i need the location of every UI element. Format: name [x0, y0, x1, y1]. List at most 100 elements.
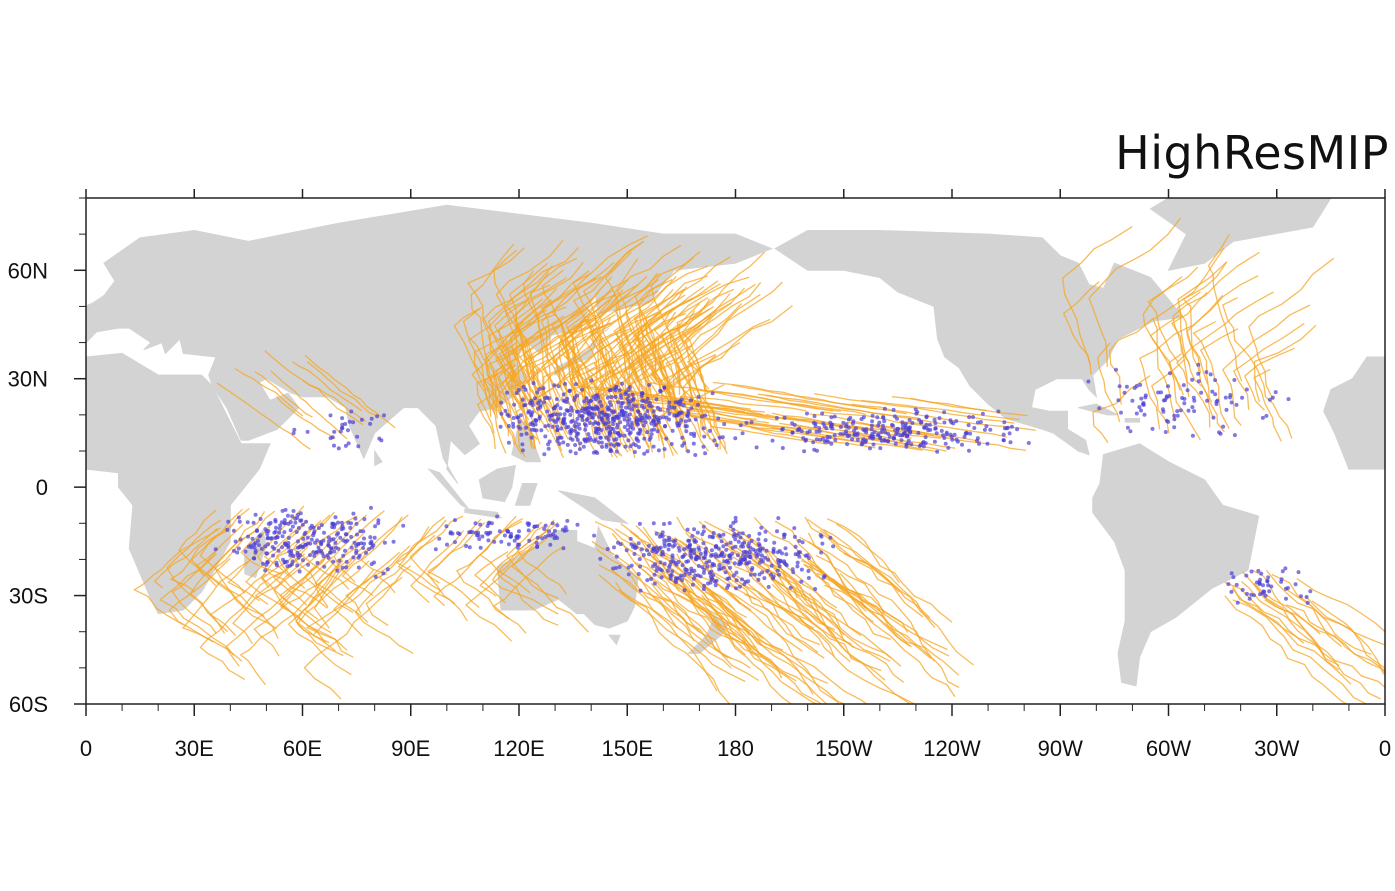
genesis-point [1229, 571, 1234, 576]
genesis-point [351, 555, 356, 560]
genesis-point [642, 451, 647, 456]
genesis-point [1299, 594, 1303, 599]
genesis-point [662, 561, 667, 566]
genesis-point [304, 519, 309, 524]
genesis-point [964, 431, 969, 436]
genesis-point [347, 419, 352, 424]
genesis-point [882, 406, 887, 411]
genesis-point [812, 447, 817, 452]
genesis-point [719, 553, 723, 558]
genesis-point [288, 520, 293, 525]
genesis-point [477, 537, 482, 541]
genesis-point [1265, 579, 1270, 584]
genesis-point [569, 408, 574, 413]
genesis-point [1213, 378, 1218, 383]
genesis-point [561, 440, 566, 445]
cyclone-track [843, 552, 936, 628]
genesis-point [336, 520, 341, 525]
genesis-point [694, 556, 699, 561]
genesis-point [924, 415, 929, 420]
genesis-point [693, 453, 698, 457]
genesis-point [245, 520, 250, 525]
genesis-point [553, 534, 558, 539]
genesis-point [1267, 589, 1272, 594]
x-tick-label: 60W [1146, 736, 1191, 761]
genesis-point [881, 415, 886, 419]
cyclone-track [819, 529, 924, 618]
cyclone-track [304, 548, 369, 621]
genesis-point [747, 554, 752, 559]
genesis-point [636, 409, 640, 414]
genesis-point [1283, 566, 1288, 571]
genesis-point [1304, 595, 1309, 599]
genesis-point [632, 450, 637, 454]
genesis-point [1160, 407, 1165, 412]
genesis-point [1166, 384, 1170, 389]
cyclone-track [744, 593, 821, 646]
genesis-point [478, 545, 483, 550]
genesis-point [535, 545, 540, 550]
y-tick-label: 0 [36, 475, 48, 500]
genesis-point [326, 539, 331, 544]
x-tick-label: 150W [815, 736, 873, 761]
genesis-point [263, 568, 268, 573]
genesis-point [740, 431, 745, 436]
genesis-point [555, 439, 560, 443]
genesis-point [977, 441, 981, 446]
genesis-point [291, 509, 296, 513]
cyclone-track [576, 385, 765, 413]
genesis-point [631, 396, 636, 401]
genesis-point [811, 440, 816, 445]
cyclone-track [1305, 596, 1385, 646]
genesis-point [880, 427, 885, 432]
genesis-point [686, 408, 691, 413]
genesis-point [700, 565, 705, 570]
genesis-point [671, 539, 676, 544]
cyclone-track [476, 364, 517, 434]
genesis-point [670, 553, 675, 558]
genesis-point [616, 400, 621, 405]
genesis-point [453, 540, 457, 545]
genesis-point [336, 446, 341, 451]
y-tick-label: 30S [9, 584, 48, 609]
genesis-point [844, 422, 849, 427]
genesis-point [701, 587, 706, 592]
cyclone-track [700, 537, 815, 629]
genesis-point [568, 412, 573, 417]
genesis-point [676, 545, 681, 550]
genesis-point [1229, 400, 1234, 405]
genesis-point [909, 442, 914, 447]
genesis-point [663, 424, 667, 428]
genesis-point [790, 421, 795, 426]
genesis-point [565, 518, 570, 523]
genesis-point [1286, 586, 1290, 590]
genesis-point [638, 564, 642, 569]
genesis-point [348, 525, 353, 530]
cyclone-track [692, 387, 842, 413]
genesis-point [757, 572, 762, 577]
genesis-point [641, 399, 646, 403]
genesis-point [401, 523, 406, 528]
cyclone-track [153, 528, 218, 589]
genesis-point [601, 420, 606, 425]
cyclone-track [807, 518, 974, 666]
genesis-point [612, 545, 616, 550]
cyclone-track [410, 530, 465, 603]
axis-ticks [74, 189, 1386, 716]
genesis-point [631, 403, 636, 408]
genesis-point [904, 434, 909, 439]
genesis-point [630, 407, 634, 412]
cyclone-track [860, 399, 1020, 421]
genesis-point [391, 539, 396, 544]
cyclone-track [344, 545, 411, 615]
genesis-point [942, 420, 947, 425]
genesis-point [595, 393, 600, 398]
genesis-point [664, 436, 669, 441]
genesis-point [382, 413, 386, 418]
genesis-point [1137, 405, 1142, 410]
cyclone-track [1176, 291, 1202, 374]
genesis-point [1224, 407, 1229, 412]
genesis-point [707, 559, 712, 564]
genesis-point [584, 396, 589, 401]
genesis-point [638, 588, 643, 593]
